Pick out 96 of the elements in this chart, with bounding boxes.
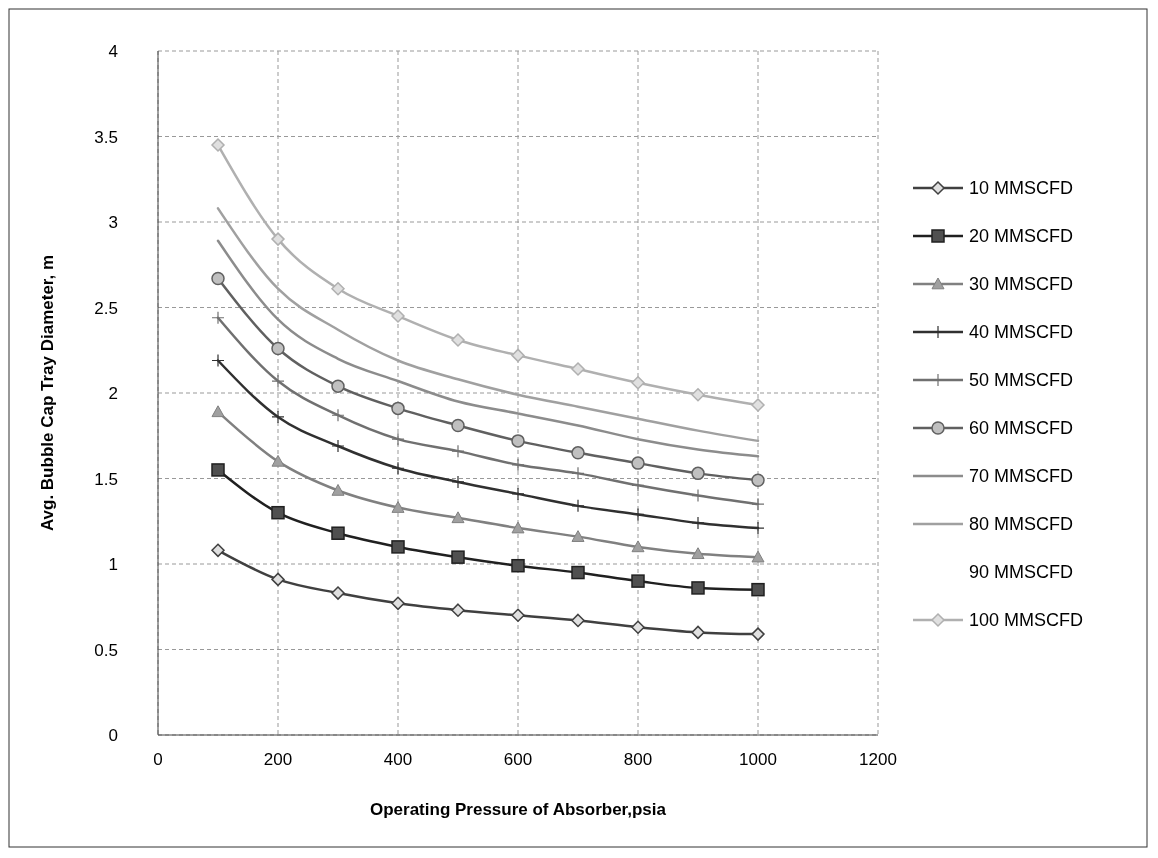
point xyxy=(571,466,585,480)
point xyxy=(451,418,465,433)
point xyxy=(691,516,705,530)
point xyxy=(211,543,225,558)
point xyxy=(451,333,465,347)
x-tick-label: 1000 xyxy=(739,750,777,769)
point xyxy=(571,613,585,628)
x-tick-label: 200 xyxy=(263,750,293,769)
point xyxy=(631,620,645,635)
point xyxy=(211,311,225,325)
point xyxy=(451,444,465,458)
point xyxy=(271,454,285,467)
point xyxy=(691,547,705,560)
point xyxy=(451,550,465,564)
point xyxy=(211,463,225,477)
point xyxy=(511,608,525,623)
x-axis-title: Operating Pressure of Absorber,psia xyxy=(369,800,667,819)
y-tick-label: 0.5 xyxy=(94,640,118,660)
legend-label: 70 MMSCFD xyxy=(969,466,1074,486)
point xyxy=(631,456,645,470)
point xyxy=(511,458,525,472)
point xyxy=(631,574,645,588)
point xyxy=(691,387,705,402)
point xyxy=(331,483,345,496)
x-tick-label: 800 xyxy=(623,750,653,769)
y-tick-label: 4 xyxy=(108,42,118,61)
point xyxy=(211,271,225,286)
point xyxy=(211,405,225,418)
point xyxy=(511,521,525,534)
point xyxy=(391,401,405,416)
legend-label: 40 MMSCFD xyxy=(969,322,1074,342)
x-tick-label: 0 xyxy=(153,750,163,769)
point xyxy=(511,487,525,501)
point xyxy=(511,348,525,363)
point xyxy=(751,473,765,487)
point xyxy=(331,526,345,540)
point xyxy=(271,410,285,424)
point xyxy=(331,439,345,453)
point xyxy=(571,362,585,376)
x-tick-label: 1200 xyxy=(859,750,897,769)
legend-label: 80 MMSCFD xyxy=(969,514,1074,534)
point xyxy=(691,581,705,595)
y-tick-label: 3.5 xyxy=(94,127,118,147)
point xyxy=(511,558,525,573)
point xyxy=(391,309,405,323)
point xyxy=(631,478,645,492)
point xyxy=(331,379,345,393)
point xyxy=(571,446,585,460)
point xyxy=(691,466,705,481)
point xyxy=(211,138,225,152)
point xyxy=(751,582,765,597)
point xyxy=(571,499,585,513)
legend-label: 30 MMSCFD xyxy=(969,274,1074,294)
point xyxy=(631,375,645,390)
point xyxy=(451,511,465,524)
point xyxy=(451,603,465,617)
point xyxy=(751,550,765,563)
point xyxy=(751,398,765,412)
point xyxy=(211,353,225,368)
point xyxy=(691,625,705,640)
y-tick-label: 1.5 xyxy=(94,469,118,489)
point xyxy=(391,596,405,611)
x-tick-label: 400 xyxy=(383,750,413,769)
legend-label: 100 MMSCFD xyxy=(969,610,1084,630)
line-series xyxy=(216,239,760,458)
y-tick-label: 3 xyxy=(108,213,118,232)
x-tick-label: 600 xyxy=(503,750,533,769)
point xyxy=(631,540,645,553)
point xyxy=(271,232,285,246)
point xyxy=(271,572,285,587)
point xyxy=(391,432,405,446)
legend-label: 60 MMSCFD xyxy=(969,418,1074,438)
point xyxy=(331,281,345,296)
point xyxy=(331,586,345,600)
point xyxy=(271,505,285,520)
text: 90 MMSCFD xyxy=(969,562,1074,582)
point xyxy=(571,565,585,580)
point xyxy=(391,501,405,513)
y-tick-label: 2.5 xyxy=(94,298,118,318)
y-tick-label: 2 xyxy=(108,384,118,403)
point xyxy=(271,341,285,356)
point xyxy=(271,374,285,388)
point xyxy=(511,434,525,448)
point xyxy=(751,627,765,641)
y-tick-label: 1 xyxy=(108,555,118,574)
y-tick-label: 0 xyxy=(108,726,118,745)
point xyxy=(451,475,465,489)
point xyxy=(391,461,405,475)
point xyxy=(391,540,405,554)
y-axis-title: Avg. Bubble Cap Tray Diameter, m xyxy=(38,254,57,532)
point xyxy=(751,497,765,511)
legend-label: 20 MMSCFD xyxy=(969,226,1074,246)
legend-label: 50 MMSCFD xyxy=(969,370,1074,390)
point xyxy=(571,530,585,542)
point xyxy=(331,408,345,422)
legend-label: 10 MMSCFD xyxy=(969,178,1074,198)
